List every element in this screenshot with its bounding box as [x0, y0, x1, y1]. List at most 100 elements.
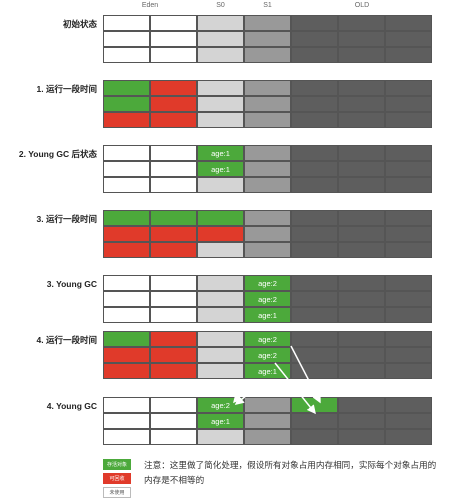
s1-cell: age:1 [244, 363, 291, 379]
old-cell [291, 429, 338, 445]
section-title: 初始状态 [62, 19, 97, 29]
old-cell [385, 331, 432, 347]
memory-section [103, 80, 433, 128]
old-cell [385, 47, 432, 63]
old-cell [291, 47, 338, 63]
eden-cell [103, 177, 150, 193]
old-cell [291, 15, 338, 31]
old-cell [291, 275, 338, 291]
eden-cell [103, 47, 150, 63]
old-cell [338, 31, 385, 47]
eden-cell [103, 210, 150, 226]
old-cell [291, 226, 338, 242]
old-cell [385, 307, 432, 323]
eden-cell [150, 210, 197, 226]
old-cell [338, 291, 385, 307]
old-cell [338, 363, 385, 379]
eden-cell [103, 347, 150, 363]
eden-cell [150, 331, 197, 347]
s1-cell [244, 413, 291, 429]
old-cell [338, 429, 385, 445]
s1-cell [244, 31, 291, 47]
eden-cell [103, 96, 150, 112]
eden-cell [103, 242, 150, 258]
s0-cell [197, 307, 244, 323]
eden-cell [150, 161, 197, 177]
old-cell [338, 275, 385, 291]
s0-cell: age:1 [197, 413, 244, 429]
eden-cell [103, 397, 150, 413]
s0-cell [197, 112, 244, 128]
eden-cell [103, 413, 150, 429]
s1-cell [244, 177, 291, 193]
s1-cell [244, 242, 291, 258]
eden-cell [150, 363, 197, 379]
s1-cell [244, 47, 291, 63]
eden-cell [150, 15, 197, 31]
old-cell [291, 161, 338, 177]
memory-section: age:2 age:1 [103, 397, 433, 445]
s1-cell [244, 397, 291, 413]
old-cell [291, 112, 338, 128]
old-cell [385, 161, 432, 177]
old-cell [338, 242, 385, 258]
old-cell [338, 15, 385, 31]
eden-cell [103, 307, 150, 323]
old-cell [291, 307, 338, 323]
s1-cell: age:2 [244, 291, 291, 307]
s1-cell [244, 112, 291, 128]
legend-item: 未使用 [103, 487, 131, 498]
old-cell [291, 145, 338, 161]
eden-cell [103, 331, 150, 347]
old-cell [338, 397, 385, 413]
old-cell [338, 145, 385, 161]
old-cell [385, 363, 432, 379]
old-cell [338, 80, 385, 96]
old-cell [385, 80, 432, 96]
old-cell [338, 347, 385, 363]
s1-cell [244, 210, 291, 226]
old-cell [385, 31, 432, 47]
s0-cell [197, 96, 244, 112]
s0-cell: age:1 [197, 161, 244, 177]
eden-cell [150, 177, 197, 193]
old-cell [291, 291, 338, 307]
eden-cell [150, 112, 197, 128]
s1-cell: age:2 [244, 347, 291, 363]
eden-cell [150, 413, 197, 429]
old-cell [291, 96, 338, 112]
s0-cell [197, 291, 244, 307]
old-cell [291, 31, 338, 47]
old-cell [338, 161, 385, 177]
section-title: 4. 运行一段时间 [36, 335, 97, 345]
eden-cell [150, 429, 197, 445]
s0-cell [197, 47, 244, 63]
eden-cell [150, 226, 197, 242]
memory-section: age:2 age:2 age:1 [103, 275, 433, 323]
eden-cell [103, 145, 150, 161]
s0-cell [197, 31, 244, 47]
eden-cell [150, 291, 197, 307]
s1-cell: age:2 [244, 331, 291, 347]
old-cell [338, 112, 385, 128]
s1-cell [244, 226, 291, 242]
eden-cell [103, 31, 150, 47]
s0-cell: age:2 [197, 397, 244, 413]
s0-cell [197, 226, 244, 242]
eden-cell [150, 145, 197, 161]
old-cell [385, 429, 432, 445]
old-cell [338, 307, 385, 323]
eden-cell [150, 307, 197, 323]
s0-cell [197, 275, 244, 291]
s0-cell [197, 242, 244, 258]
s1-cell: age:2 [244, 275, 291, 291]
note-text: 注意：这里做了简化处理，假设所有对象占用内存相同，实际每个对象占用的内存是不相等… [144, 460, 437, 485]
s1-cell [244, 96, 291, 112]
s0-cell: age:1 [197, 145, 244, 161]
old-cell [338, 226, 385, 242]
column-header-old: OLD [354, 2, 370, 9]
s1-cell: age:1 [244, 307, 291, 323]
s1-cell [244, 145, 291, 161]
old-cell [291, 413, 338, 429]
old-cell [338, 331, 385, 347]
